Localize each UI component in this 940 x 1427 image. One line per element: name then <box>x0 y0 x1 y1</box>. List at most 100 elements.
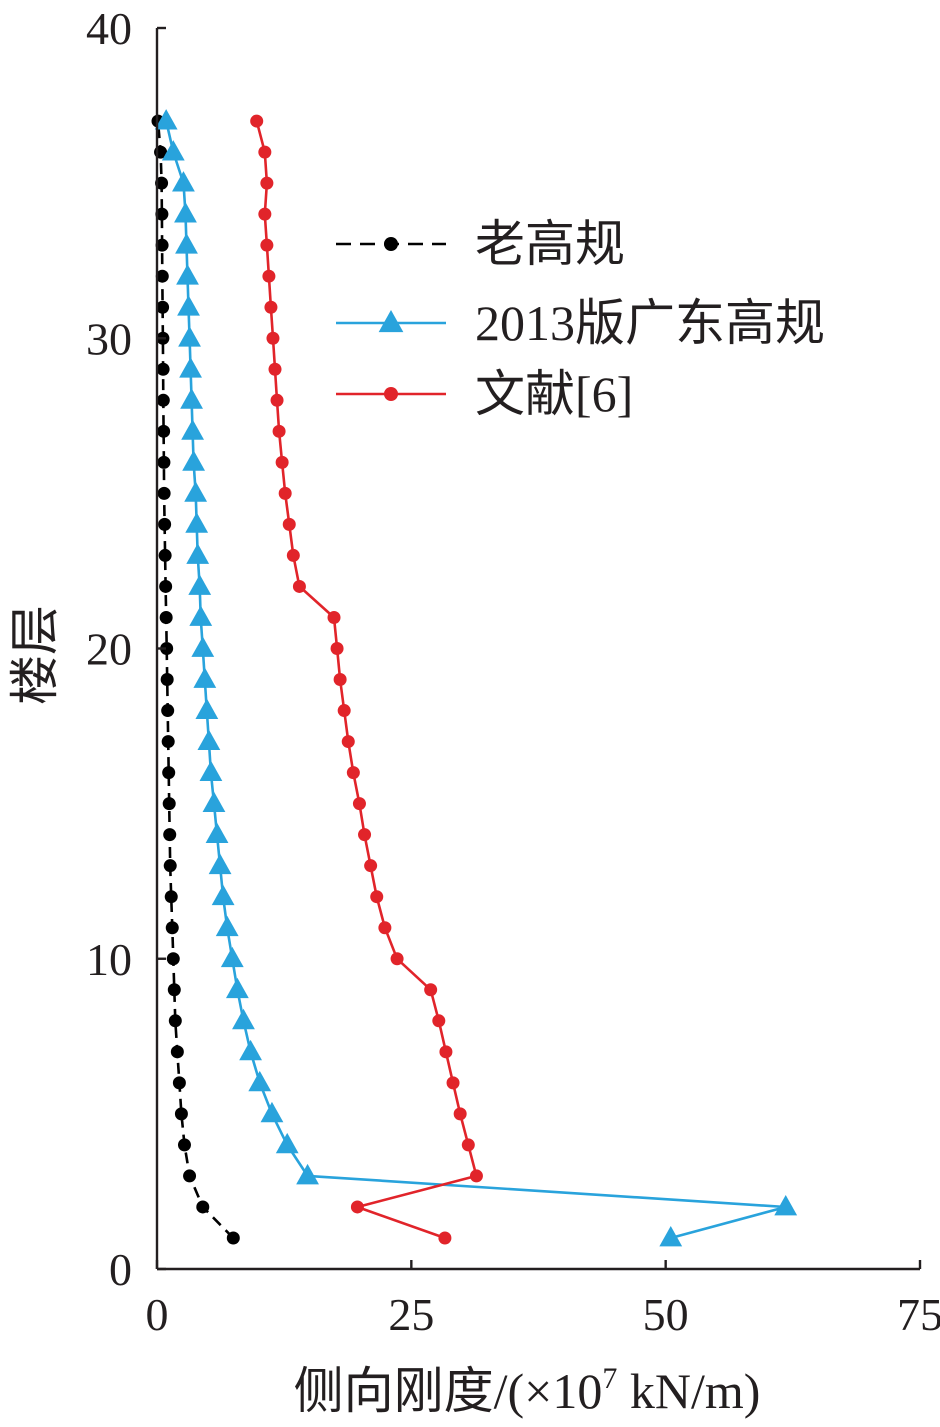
point-guangdong-2013 <box>174 202 197 223</box>
point-old-code <box>161 704 175 718</box>
legend-label-reference-6: 文献[6] <box>475 366 633 422</box>
point-reference-6 <box>370 890 384 904</box>
point-guangdong-2013 <box>175 233 198 254</box>
point-old-code <box>157 455 171 469</box>
point-old-code <box>158 548 172 562</box>
plot-markers <box>151 109 798 1247</box>
point-guangdong-2013 <box>225 977 249 999</box>
point-guangdong-2013 <box>161 140 185 161</box>
point-guangdong-2013 <box>275 1132 299 1154</box>
y-tick-label: 20 <box>86 624 132 675</box>
point-reference-6 <box>266 331 280 345</box>
point-guangdong-2013 <box>220 946 244 968</box>
point-old-code <box>177 1138 191 1152</box>
point-reference-6 <box>275 455 289 469</box>
point-reference-6 <box>341 735 355 749</box>
point-reference-6 <box>264 300 278 314</box>
point-old-code <box>170 1045 184 1059</box>
point-reference-6 <box>262 269 276 283</box>
point-reference-6 <box>439 1045 453 1059</box>
point-guangdong-2013 <box>195 698 219 719</box>
point-old-code <box>159 579 173 593</box>
point-guangdong-2013 <box>189 605 213 626</box>
point-guangdong-2013 <box>205 822 229 844</box>
point-reference-6 <box>260 238 274 252</box>
point-old-code <box>157 486 171 500</box>
point-guangdong-2013 <box>199 760 223 781</box>
legend-marker-guangdong-2013 <box>378 310 404 333</box>
point-old-code <box>168 1014 182 1028</box>
x-axis-title: 侧向刚度/(×107 kN/m) <box>294 1362 761 1419</box>
point-reference-6 <box>327 610 341 624</box>
point-guangdong-2013 <box>193 667 217 688</box>
point-reference-6 <box>258 207 272 221</box>
point-old-code <box>156 393 170 407</box>
point-old-code <box>157 424 171 438</box>
point-guangdong-2013 <box>185 512 209 533</box>
y-tick-label: 30 <box>86 313 132 364</box>
point-guangdong-2013 <box>239 1039 262 1061</box>
point-reference-6 <box>453 1107 467 1121</box>
point-old-code <box>196 1200 210 1214</box>
legend-label-guangdong-2013: 2013版广东高规 <box>475 295 825 351</box>
y-tick-label: 10 <box>86 934 132 985</box>
point-guangdong-2013 <box>179 357 202 378</box>
point-old-code <box>160 673 174 687</box>
point-reference-6 <box>390 952 404 966</box>
point-old-code <box>158 517 172 531</box>
point-reference-6 <box>270 393 284 407</box>
point-reference-6 <box>346 766 360 780</box>
point-reference-6 <box>378 921 392 935</box>
point-guangdong-2013 <box>211 884 235 906</box>
axes <box>155 26 922 1271</box>
plot-lines <box>156 120 788 1240</box>
point-old-code <box>162 797 176 811</box>
point-guangdong-2013 <box>215 915 239 937</box>
point-old-code <box>164 890 178 904</box>
point-guangdong-2013 <box>154 109 178 130</box>
point-reference-6 <box>352 797 366 811</box>
point-old-code <box>226 1231 240 1245</box>
point-old-code <box>163 859 177 873</box>
point-old-code <box>162 766 176 780</box>
point-reference-6 <box>350 1200 364 1214</box>
point-reference-6 <box>469 1169 483 1183</box>
point-old-code <box>166 952 180 966</box>
point-old-code <box>165 921 179 935</box>
point-guangdong-2013 <box>659 1225 683 1247</box>
point-guangdong-2013 <box>774 1194 798 1216</box>
point-guangdong-2013 <box>191 636 215 657</box>
point-reference-6 <box>364 859 378 873</box>
point-guangdong-2013 <box>208 853 232 875</box>
point-reference-6 <box>292 579 306 593</box>
point-reference-6 <box>330 642 344 655</box>
point-guangdong-2013 <box>188 574 212 595</box>
point-old-code <box>155 176 169 190</box>
legend-marker-old-code <box>384 237 398 251</box>
point-guangdong-2013 <box>182 450 206 471</box>
point-old-code <box>174 1107 188 1121</box>
point-old-code <box>163 828 177 842</box>
point-reference-6 <box>258 145 272 159</box>
point-old-code <box>183 1169 197 1183</box>
point-reference-6 <box>337 704 351 718</box>
point-old-code <box>155 238 169 252</box>
point-reference-6 <box>333 673 347 687</box>
point-guangdong-2013 <box>172 171 195 192</box>
point-old-code <box>159 610 173 624</box>
x-tick-label: 75 <box>897 1289 940 1340</box>
x-tick-label: 0 <box>146 1289 169 1340</box>
point-reference-6 <box>282 517 296 531</box>
point-guangdong-2013 <box>180 388 203 409</box>
x-axis-title-exponent: 7 <box>602 1362 617 1395</box>
point-guangdong-2013 <box>232 1008 255 1030</box>
tick-labels: 0 10 20 30 40 0 25 50 75 <box>86 3 940 1340</box>
point-old-code <box>167 983 181 997</box>
point-reference-6 <box>278 486 292 500</box>
point-guangdong-2013 <box>177 295 200 316</box>
point-reference-6 <box>432 1014 446 1028</box>
point-old-code <box>156 362 170 376</box>
point-reference-6 <box>250 114 264 128</box>
